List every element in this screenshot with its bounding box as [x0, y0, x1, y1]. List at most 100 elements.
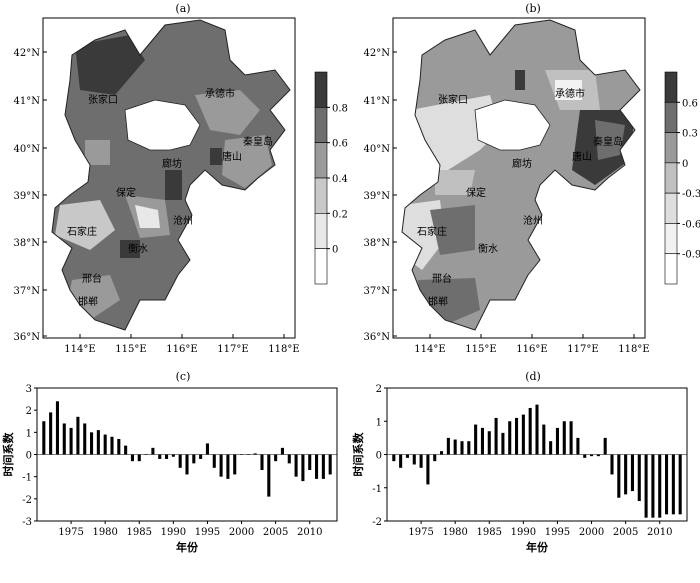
colorbar-label: -0.9: [682, 250, 700, 261]
y-tick-label: 2: [376, 384, 382, 395]
city-label: 秦皇岛: [243, 135, 273, 148]
bar: [185, 454, 189, 475]
lat-ticks-b: 42°N 41°N 40°N 39°N 38°N 37°N 36°N: [364, 48, 397, 343]
colorbar-segment: [664, 132, 678, 164]
bar: [219, 454, 223, 477]
colorbar-segment: [314, 107, 328, 143]
bar-chart-d: (d) 2 1 0 -1 -2 1975 1980 1985 1990 1995 2000 2005 2…: [351, 370, 688, 554]
beijing-hole-a: [124, 99, 201, 151]
city-label: 唐山: [572, 150, 592, 163]
x-tick-label: 2010: [297, 527, 322, 538]
x-axis-label: 年份: [526, 540, 549, 554]
bar: [246, 454, 250, 455]
bar: [117, 438, 121, 455]
bar: [76, 416, 80, 455]
colorbar-segment: [664, 253, 678, 285]
y-tick-label: 2: [26, 406, 32, 417]
bar: [467, 441, 471, 455]
bar: [55, 401, 59, 455]
x-tick-label: 1985: [477, 527, 502, 538]
bar: [644, 454, 648, 518]
lon-tick-label: 118°E: [268, 344, 299, 355]
y-tick-label: -2: [372, 517, 382, 528]
bar: [192, 454, 196, 464]
y-axis-label: 时间系数: [1, 432, 15, 477]
lat-tick-label: 39°N: [364, 191, 391, 202]
bar: [480, 427, 484, 455]
bar: [535, 404, 539, 455]
y-tick-label: 0: [376, 451, 382, 462]
bar: [96, 430, 100, 455]
colorbar-segment: [664, 71, 678, 103]
bar: [596, 454, 600, 457]
bar: [171, 454, 175, 457]
panel-d-label: (d): [525, 370, 541, 383]
bar: [610, 454, 614, 475]
city-label: 唐山: [222, 150, 242, 163]
city-label: 保定: [116, 186, 136, 199]
bar: [474, 424, 478, 455]
lon-tick-label: 116°E: [516, 344, 547, 355]
x-tick-label: 1990: [511, 527, 536, 538]
city-label: 邢台: [82, 272, 102, 285]
bar: [233, 454, 237, 475]
bar: [137, 454, 141, 462]
lat-tick-label: 38°N: [364, 238, 391, 249]
x-tick-label: 2010: [647, 527, 672, 538]
colorbar-segment: [664, 192, 678, 224]
bar: [294, 454, 298, 477]
bar: [301, 454, 305, 482]
colorbar-label: 0.3: [682, 129, 698, 140]
city-label: 邢台: [432, 272, 452, 285]
bar: [426, 454, 430, 485]
lat-tick-label: 36°N: [364, 332, 391, 343]
lat-tick-label: 40°N: [364, 144, 391, 155]
bar: [69, 427, 73, 455]
lon-tick-label: 118°E: [618, 344, 649, 355]
y-tick-label: -1: [372, 484, 382, 495]
lat-tick-label: 36°N: [14, 332, 41, 343]
bar: [440, 451, 444, 455]
city-label: 承德市: [205, 87, 235, 100]
lon-tick-label: 116°E: [166, 344, 197, 355]
bar: [453, 439, 457, 455]
city-label: 邯郸: [428, 295, 448, 308]
y-tick-label: 1: [376, 417, 382, 428]
y-tick-label: 3: [26, 384, 32, 395]
bar: [405, 454, 409, 458]
x-tick-label: 1990: [161, 527, 186, 538]
colorbar-segment: [664, 101, 678, 133]
lat-tick-label: 42°N: [364, 48, 391, 59]
bar: [212, 454, 216, 468]
y-tick-label: -1: [22, 473, 32, 484]
lat-tick-label: 41°N: [14, 96, 41, 107]
bar-chart-c: (c) 3 2 1 0 -1 -2 -3 1975 1980 1985 1990 1995 2000 20…: [1, 370, 338, 554]
x-axis-label: 年份: [176, 540, 199, 554]
y-tick-label: -2: [22, 495, 32, 506]
bar: [205, 443, 209, 455]
city-label: 张家口: [88, 93, 118, 106]
city-label: 邯郸: [78, 295, 98, 308]
x-tick-label: 1975: [58, 527, 83, 538]
beijing-hole-b: [474, 99, 551, 151]
colorbar-segment: [664, 223, 678, 255]
city-label: 石家庄: [67, 225, 97, 238]
bar: [515, 417, 519, 455]
lon-ticks-b: 114°E 115°E 116°E 117°E 118°E: [414, 334, 650, 355]
bar: [165, 454, 169, 459]
lat-tick-label: 38°N: [14, 238, 41, 249]
bar: [630, 454, 634, 492]
bar: [446, 437, 450, 455]
bar: [274, 454, 278, 462]
bar: [617, 454, 621, 498]
bar: [158, 454, 162, 459]
bar: [110, 436, 114, 455]
y-tick-label: 0: [26, 451, 32, 462]
colorbar-segment: [314, 142, 328, 179]
colorbar-segment: [314, 71, 328, 108]
lat-tick-label: 41°N: [364, 96, 391, 107]
bar: [624, 454, 628, 495]
